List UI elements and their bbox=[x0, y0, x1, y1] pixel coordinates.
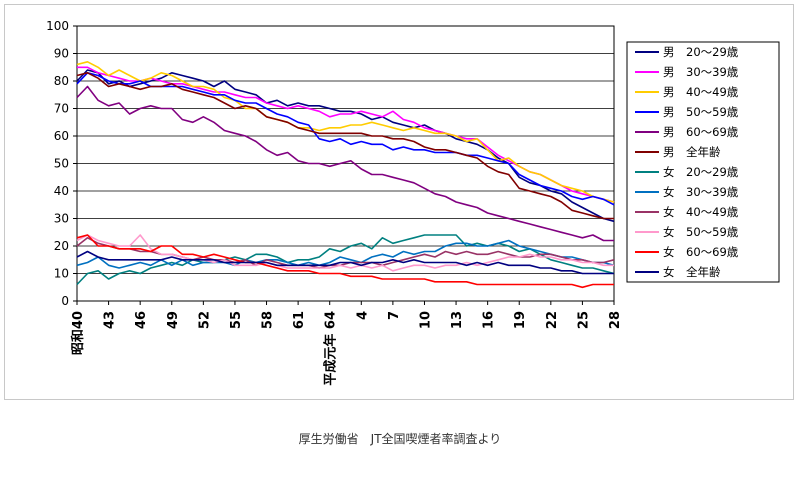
series-line-4 bbox=[76, 72, 615, 206]
series-line-8 bbox=[76, 239, 615, 269]
line-chart: 0 10 20 30 40 50 60 70 80 90 100 昭和40 43 46 49 52 55 58 61… bbox=[46, 19, 780, 386]
legend-label-6: 男 全年齢 bbox=[663, 145, 721, 159]
x-tick-label: 43 bbox=[103, 311, 118, 329]
series-line-12 bbox=[76, 250, 614, 275]
x-tick-label: 28 bbox=[608, 311, 623, 329]
series-line-6 bbox=[76, 72, 614, 220]
y-tick-label: 50 bbox=[54, 157, 69, 171]
legend-label-9: 女 40〜49歳 bbox=[663, 205, 739, 219]
legend-label-12: 女 全年齢 bbox=[663, 265, 721, 279]
x-tick-label: 49 bbox=[166, 311, 181, 329]
y-tick-label: 20 bbox=[54, 239, 69, 253]
x-tick-label: 4 bbox=[355, 311, 370, 320]
y-tick-label: 60 bbox=[54, 129, 69, 143]
series-line-1 bbox=[76, 69, 615, 223]
y-tick-label: 0 bbox=[61, 294, 69, 308]
series-line-5 bbox=[76, 85, 614, 242]
legend-label-3: 男 40〜49歳 bbox=[663, 85, 739, 99]
x-tick-label: 22 bbox=[545, 311, 560, 329]
y-tick-label: 70 bbox=[54, 102, 69, 116]
legend-label-5: 男 60〜69歳 bbox=[663, 125, 739, 139]
legend-label-8: 女 30〜39歳 bbox=[663, 185, 739, 199]
legend-box bbox=[626, 41, 780, 283]
x-tick-label: 13 bbox=[450, 311, 465, 329]
legend-label-2: 男 30〜39歳 bbox=[663, 65, 739, 79]
legend-label-4: 男 50〜59歳 bbox=[663, 105, 739, 119]
x-tick-label: 52 bbox=[197, 311, 212, 329]
y-tick-label: 90 bbox=[54, 47, 69, 61]
x-tick-label: 58 bbox=[261, 311, 276, 329]
x-tick-label: 25 bbox=[576, 311, 591, 329]
series-line-10 bbox=[76, 234, 614, 272]
series-line-3 bbox=[76, 60, 615, 203]
y-tick-label: 30 bbox=[54, 212, 69, 226]
source-caption: 厚生労働省 JT全国喫煙者率調査より bbox=[298, 432, 502, 446]
series-line-7 bbox=[76, 234, 615, 286]
x-tick-label: 10 bbox=[418, 311, 433, 329]
y-tick-label: 10 bbox=[54, 267, 69, 281]
legend-label-1: 男 20〜29歳 bbox=[663, 45, 739, 59]
x-tick-label: 19 bbox=[513, 311, 528, 329]
x-tick-label: 昭和40 bbox=[70, 311, 86, 355]
x-tick-label: 55 bbox=[229, 311, 244, 329]
x-tick-label: 61 bbox=[292, 311, 307, 329]
legend-label-7: 女 20〜29歳 bbox=[663, 165, 739, 179]
legend-label-10: 女 50〜59歳 bbox=[663, 225, 739, 239]
x-tick-label: 16 bbox=[482, 311, 497, 329]
x-tick-label: 平成元年 64 bbox=[323, 311, 339, 386]
x-tick-label: 46 bbox=[134, 311, 149, 329]
x-tick-label: 7 bbox=[387, 311, 402, 320]
y-tick-label: 100 bbox=[46, 19, 69, 33]
series-line-11 bbox=[76, 234, 614, 289]
y-tick-label: 40 bbox=[54, 184, 69, 198]
chart-frame: 0 10 20 30 40 50 60 70 80 90 100 昭和40 43 46 49 52 55 58 61… bbox=[4, 4, 794, 400]
y-tick-label: 80 bbox=[54, 74, 69, 88]
legend-label-11: 女 60〜69歳 bbox=[663, 245, 739, 259]
